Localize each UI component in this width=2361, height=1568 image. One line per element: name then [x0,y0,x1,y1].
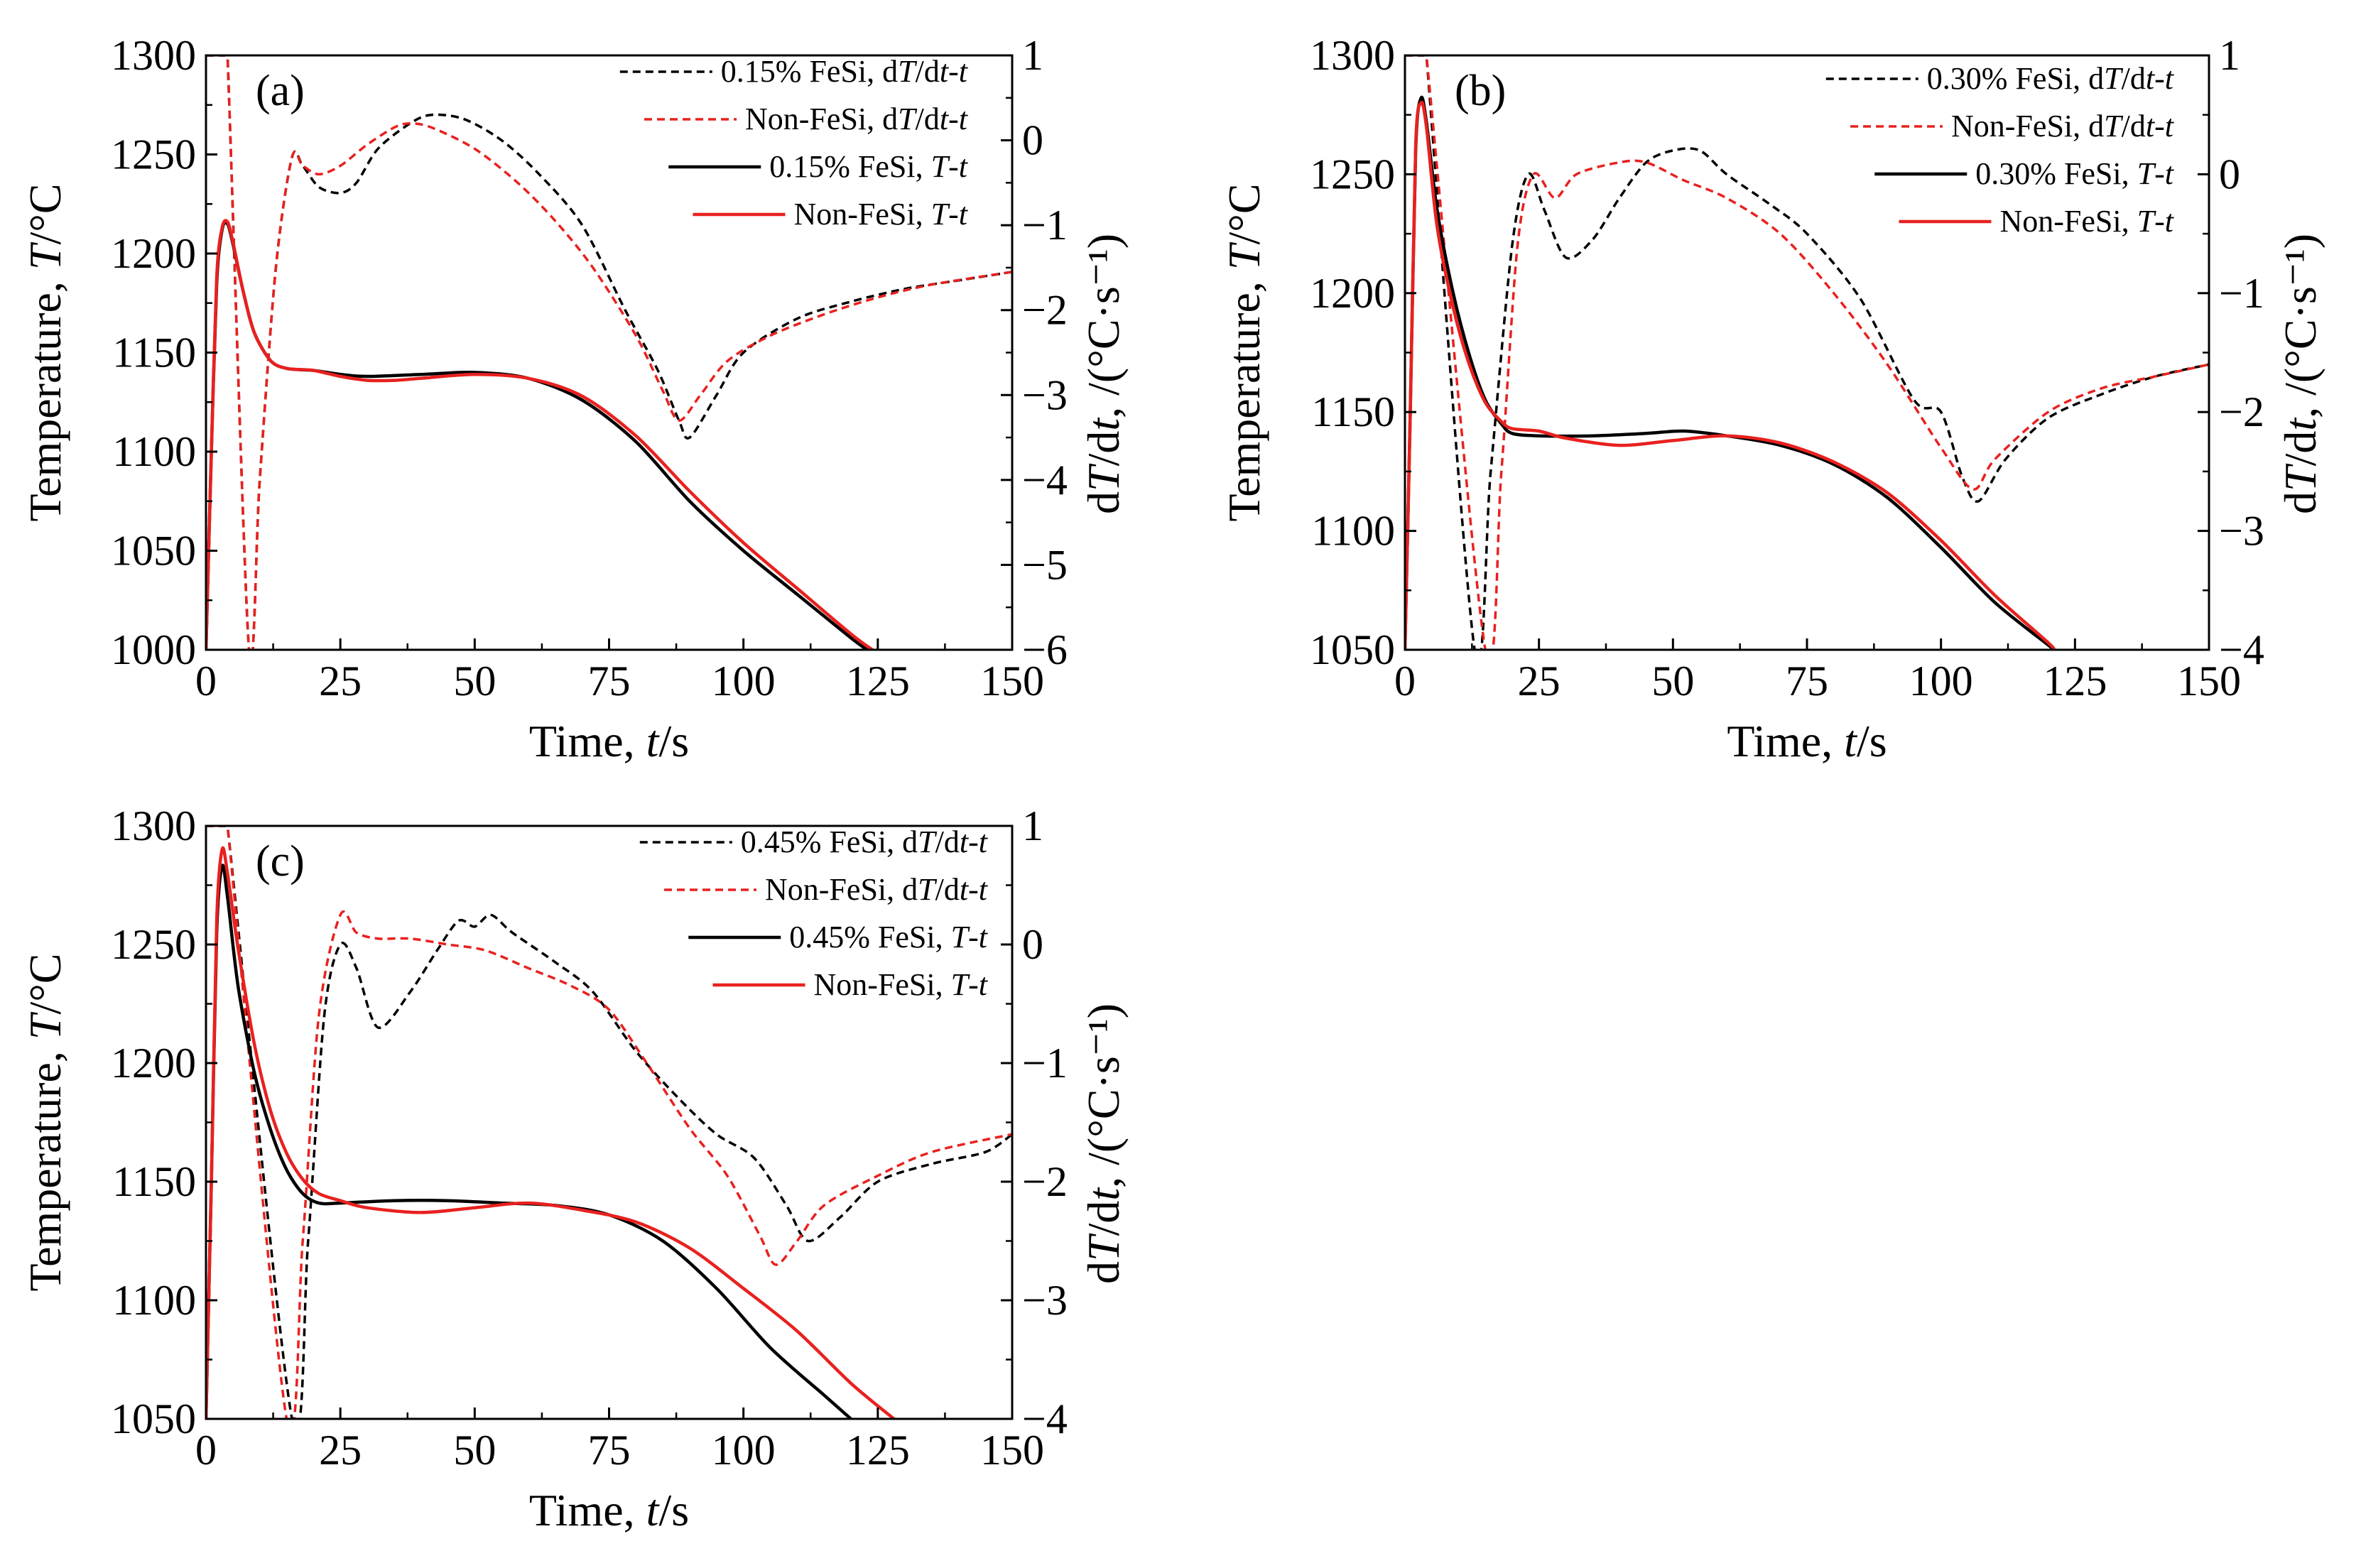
panel-c: 0 25 50 75 100 125 150 1050 1100 1150 1200 1250 1300… [20,802,1129,1535]
x-tick-label: 100 [712,658,776,704]
y-left-tick-label: 1050 [111,1395,196,1442]
x-tick-label: 125 [2043,658,2107,704]
legend-label: Non-FeSi, T-t [2000,204,2175,239]
x-axis-label: Time, t/s [1727,716,1887,766]
y-right-tick-label: −2 [2219,388,2264,435]
y-left-tick-label: 1100 [112,1277,196,1324]
legend-label: 0.30% FeSi, dT/dt-t [1927,61,2175,96]
y-right-tick-label: 1 [1022,32,1043,79]
y-left-tick-label: 1250 [111,131,196,178]
y-right-tick-label: 0 [2219,151,2240,197]
y-right-tick-label: −3 [1022,371,1068,418]
panel-a: 0 25 50 75 100 125 150 1000 1050 1100 1150 1200 1250… [20,32,1129,766]
x-tick-label: 50 [453,1427,496,1474]
legend-label: Non-FeSi, dT/dt-t [745,102,969,136]
x-tick-label: 25 [319,1427,362,1474]
x-axis-label: Time, t/s [529,716,689,766]
y-right-tick-label: −4 [2219,626,2264,673]
legend-label: 0.45% FeSi, dT/dt-t [741,824,989,859]
y-right-tick-label: −1 [1022,202,1068,249]
x-tick-label: 125 [846,658,910,704]
x-tick-label: 0 [1394,658,1416,704]
legend-label: 0.45% FeSi, T-t [789,920,989,954]
x-tick-label: 100 [1909,658,1973,704]
y-right-axis-label: dT/dt, /(°C·s⁻¹) [2275,234,2325,514]
legend-label: 0.15% FeSi, T-t [769,149,969,184]
legend-label: 0.30% FeSi, T-t [1975,156,2175,191]
series-line-2 [206,221,869,650]
panel-b: 0 25 50 75 100 125 150 1050 1100 1150 1200 1250 1300… [1219,32,2325,766]
y-right-tick-label: −2 [1022,1158,1068,1205]
series-line-2 [1405,95,2056,650]
y-left-tick-label: 1250 [1310,151,1395,197]
y-left-tick-label: 1050 [1310,626,1395,673]
x-tick-label: 150 [980,1427,1044,1474]
y-right-axis-label: dT/dt, /(°C·s⁻¹) [1078,1003,1129,1284]
y-left-tick-label: 1200 [1310,270,1395,317]
y-right-tick-label: −4 [1022,1395,1068,1442]
plot-frame [205,824,1014,1420]
y-left-tick-label: 1200 [111,1040,196,1087]
legend-label: Non-FeSi, dT/dt-t [1951,109,2175,143]
x-tick-label: 150 [980,658,1044,704]
x-tick-label: 25 [319,658,362,704]
x-tick-label: 75 [1786,658,1828,704]
x-tick-label: 0 [195,658,217,704]
y-left-tick-label: 1000 [111,626,196,673]
legend-label: Non-FeSi, T-t [814,967,989,1002]
y-right-tick-label: 0 [1022,921,1043,968]
series-line-1 [206,55,1012,650]
plot-frame [1404,54,2210,651]
y-left-tick-label: 1200 [111,230,196,277]
y-right-tick-label: 1 [1022,802,1043,849]
series-line-3 [206,219,874,650]
y-right-tick-label: −6 [1022,626,1068,673]
y-left-tick-label: 1100 [112,428,196,475]
y-left-tick-label: 1150 [1311,388,1395,435]
x-tick-label: 0 [195,1427,217,1474]
y-right-tick-label: 0 [1022,117,1043,164]
y-left-tick-label: 1100 [1311,508,1395,555]
legend-label: Non-FeSi, T-t [794,197,969,232]
y-right-tick-label: −1 [2219,270,2264,317]
y-left-tick-label: 1300 [111,32,196,79]
x-axis-label: Time, t/s [529,1485,689,1535]
x-tick-label: 75 [588,658,631,704]
y-left-tick-label: 1050 [111,528,196,575]
x-tick-label: 125 [846,1427,910,1474]
series-line-3 [1405,100,2056,650]
y-left-tick-label: 1150 [112,1158,196,1205]
y-right-axis-label: dT/dt, /(°C·s⁻¹) [1078,234,1129,514]
x-tick-label: 75 [588,1427,631,1474]
y-right-tick-label: −3 [1022,1277,1068,1324]
y-left-axis-label: Temperature, T/°C [1219,183,1269,521]
x-tick-label: 50 [1651,658,1694,704]
x-tick-label: 50 [453,658,496,704]
x-tick-label: 25 [1518,658,1561,704]
x-tick-label: 100 [712,1427,776,1474]
y-right-tick-label: −5 [1022,541,1068,588]
panel-label: (b) [1455,67,1506,115]
series-line-2 [206,864,852,1419]
series-line-1 [1405,55,2209,650]
y-right-tick-label: −4 [1022,457,1068,503]
y-left-tick-label: 1300 [111,802,196,849]
y-right-tick-label: 1 [2219,32,2240,79]
legend-label: 0.15% FeSi, dT/dt-t [721,54,969,89]
panel-label: (a) [256,67,305,115]
y-right-tick-label: −1 [1022,1040,1068,1087]
y-left-axis-label: Temperature, T/°C [20,183,70,521]
y-left-tick-label: 1150 [112,330,196,376]
y-right-tick-label: −2 [1022,287,1068,334]
x-tick-label: 150 [2177,658,2241,704]
y-left-tick-label: 1300 [1310,32,1395,79]
panel-label: (c) [256,837,305,886]
y-left-axis-label: Temperature, T/°C [20,953,70,1291]
series-line-3 [206,846,895,1419]
plot-frame [205,54,1014,651]
y-right-tick-label: −3 [2219,508,2264,555]
legend-label: Non-FeSi, dT/dt-t [765,872,989,907]
y-left-tick-label: 1250 [111,921,196,968]
